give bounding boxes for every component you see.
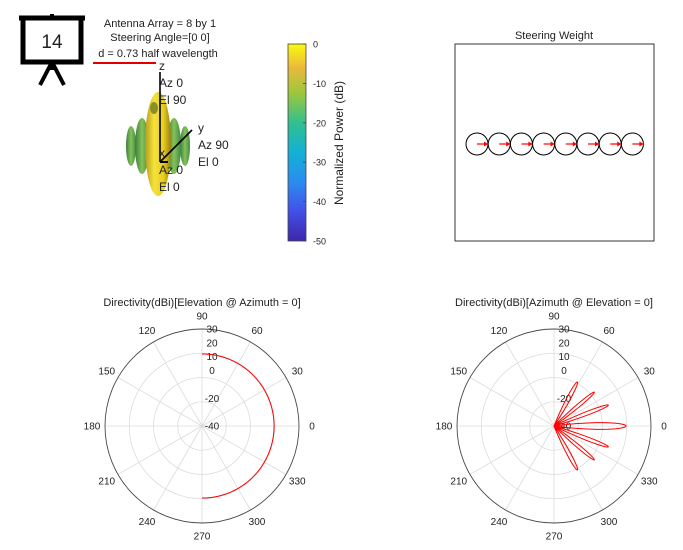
colorbar-tick-label: -50 [313, 237, 326, 247]
polar-grid-spoke [505, 425, 555, 511]
polar-grid-spoke [469, 377, 555, 427]
steering-phasors [465, 132, 644, 156]
colorbar-tick-label: -10 [313, 79, 326, 89]
side-lobe-right-outer [180, 126, 190, 166]
polar-angle-label: 60 [251, 326, 263, 337]
polar-grid-spoke [553, 341, 603, 427]
polar-angle-label: 180 [436, 422, 453, 433]
polar-angle-label: 30 [644, 367, 656, 378]
polar-outer-ring [104, 328, 300, 524]
polar-grid-spoke [553, 425, 603, 511]
polar-angle-label: 90 [548, 312, 560, 323]
steering-title: Steering Weight [515, 30, 593, 42]
polar-angle-label: 30 [292, 367, 304, 378]
polar-angle-label: 210 [98, 477, 115, 488]
header-line-3: d = 0.73 half wavelength [98, 48, 218, 60]
polar-angle-label: 90 [196, 312, 208, 323]
polar-grid-spoke [505, 341, 555, 427]
x-axis-el: El 0 [159, 180, 180, 194]
x-axis-az: Az 0 [159, 163, 183, 177]
polar-grid-spoke [553, 425, 639, 475]
y-axis-az: Az 90 [198, 138, 229, 152]
polar-radial-label: 10 [206, 352, 218, 363]
polar-grid-spoke [201, 425, 251, 511]
polar-grid-spoke [153, 341, 203, 427]
polar-grid-spoke [201, 341, 251, 427]
radiation-pattern-3d [126, 72, 193, 196]
lobe-shading [150, 102, 158, 114]
colorbar-tick-label: -40 [313, 197, 326, 207]
y-axis-label: y [198, 121, 204, 135]
polar-angle-label: 270 [194, 532, 211, 543]
side-lobe-left-outer [126, 126, 136, 166]
polar-radial-label: -20 [205, 394, 220, 405]
header-line-2: Steering Angle=[0 0] [110, 32, 209, 44]
colorbar-label: Normalized Power (dB) [332, 81, 346, 205]
polar-radial-label: -40 [205, 422, 220, 433]
polar-angle-label: 330 [289, 477, 306, 488]
colorbar-tick-label: 0 [313, 40, 318, 50]
polar-grid-spoke [153, 425, 203, 511]
z-axis-az: Az 0 [159, 76, 183, 90]
colorbar-ticks: 0 -10 -20 -30 -40 -50 [303, 40, 326, 247]
polar-grid-spoke [201, 425, 287, 475]
phasor-arrowhead [639, 141, 644, 147]
polar-angle-label: 300 [601, 517, 618, 528]
main-lobe [145, 92, 171, 196]
polar-radial-label: 0 [561, 366, 567, 377]
phasor-arrowhead [595, 141, 599, 147]
presentation-board-icon [19, 14, 85, 86]
polar-grid-spoke [553, 377, 639, 427]
phasor-arrowhead [617, 141, 622, 147]
polar-angle-label: 270 [546, 532, 563, 543]
polar-angle-label: 120 [491, 326, 508, 337]
colorbar-tick-label: -30 [313, 158, 326, 168]
polar-angle-label: 180 [84, 422, 101, 433]
slide-number: 14 [41, 32, 63, 53]
phasor-arrowhead [506, 141, 511, 147]
polar-angle-label: 0 [309, 422, 315, 433]
phasor-arrowhead [550, 141, 555, 147]
polar-radial-label: 20 [206, 338, 218, 349]
phasor-arrowhead [572, 141, 577, 147]
polar-radial-label: 30 [558, 325, 570, 336]
polar-angle-label: 60 [603, 326, 615, 337]
polar-angle-label: 150 [98, 367, 115, 378]
phasor-arrowhead [484, 141, 488, 147]
polar-azimuth-title: Directivity(dBi)[Azimuth @ Elevation = 0… [455, 297, 653, 309]
polar-grid-spoke [201, 377, 287, 427]
polar-angle-label: 330 [641, 477, 658, 488]
polar-radial-label: 0 [209, 366, 215, 377]
x-axis-label: x [159, 146, 165, 160]
z-axis-el: El 90 [159, 93, 187, 107]
polar-radial-label: -20 [557, 394, 572, 405]
polar-outer-ring [456, 328, 652, 524]
polar-angle-label: 240 [491, 517, 508, 528]
phasor-arrowhead [528, 141, 533, 147]
z-axis-label: z [159, 59, 165, 73]
polar-angle-label: 300 [249, 517, 266, 528]
polar-grid-spoke [117, 377, 203, 427]
polar-elevation-title: Directivity(dBi)[Elevation @ Azimuth = 0… [103, 297, 300, 309]
polar-angle-label: 210 [450, 477, 467, 488]
polar-angle-label: 240 [139, 517, 156, 528]
colorbar [287, 43, 307, 242]
polar-data-line [201, 353, 275, 499]
polar-angle-label: 120 [139, 326, 156, 337]
y-axis-el: El 0 [198, 155, 219, 169]
polar-grid-spoke [117, 425, 203, 475]
polar-grid-spoke [469, 425, 555, 475]
polar-data-line [553, 381, 627, 471]
polar-radial-label: 20 [558, 338, 570, 349]
polar-radial-label: 10 [558, 352, 570, 363]
colorbar-tick-label: -20 [313, 118, 326, 128]
header-line-1: Antenna Array = 8 by 1 [104, 18, 216, 30]
polar-radial-label: 30 [206, 325, 218, 336]
polar-angle-label: 0 [661, 422, 667, 433]
y-axis [159, 129, 193, 163]
polar-angle-label: 150 [450, 367, 467, 378]
